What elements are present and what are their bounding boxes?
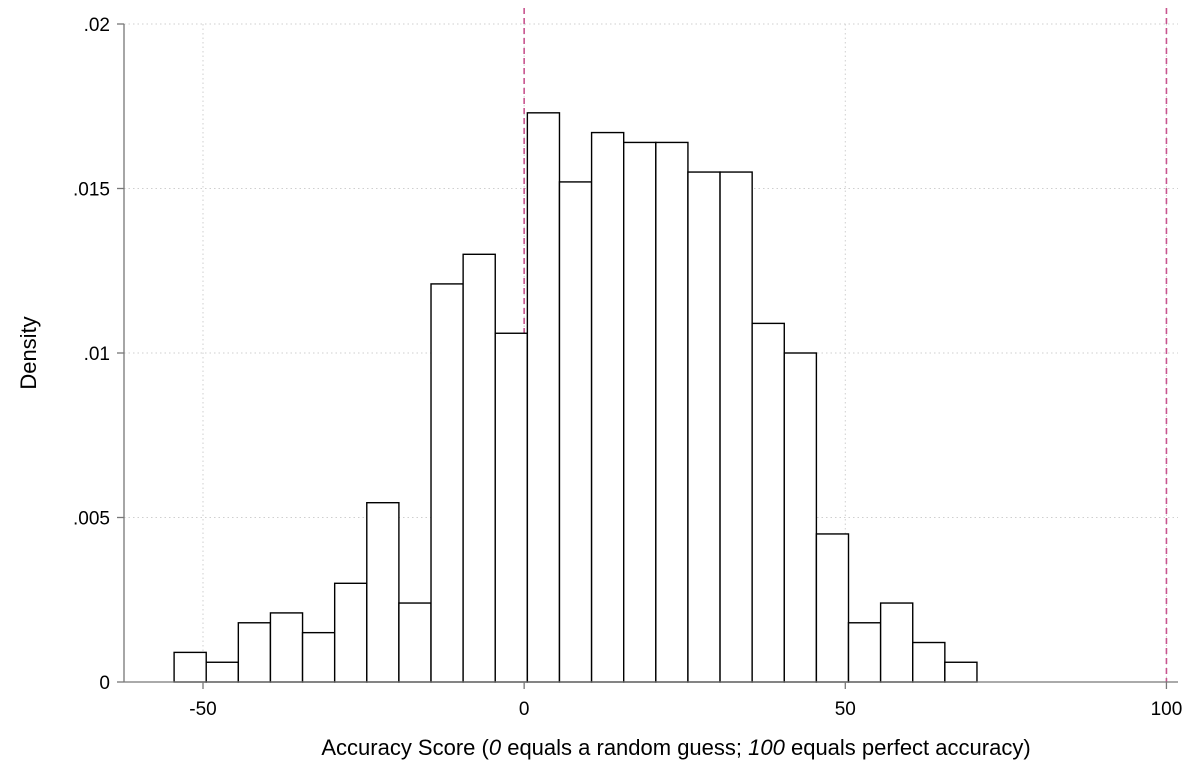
histogram-bar bbox=[269, 612, 304, 683]
histogram-bar bbox=[173, 651, 207, 683]
x-tick-label: 0 bbox=[519, 699, 530, 720]
histogram-bar bbox=[590, 131, 625, 683]
histogram-bar bbox=[879, 602, 914, 683]
y-tick-label: .02 bbox=[84, 15, 110, 36]
histogram-bar bbox=[944, 661, 978, 683]
x-tick-label: 100 bbox=[1151, 699, 1183, 720]
histogram-bar bbox=[237, 622, 272, 683]
histogram-bar bbox=[526, 112, 561, 683]
histogram-bar bbox=[462, 253, 496, 683]
x-axis-title: Accuracy Score (0 equals a random guess;… bbox=[321, 735, 1030, 760]
bars bbox=[173, 112, 978, 683]
x-axis-title-part: 100 bbox=[748, 735, 785, 760]
y-tick-label: .015 bbox=[73, 180, 110, 201]
y-tick-label: .01 bbox=[84, 344, 110, 365]
histogram-bar bbox=[655, 141, 689, 683]
histogram-bar bbox=[751, 322, 785, 683]
histogram-bar bbox=[623, 141, 657, 683]
histogram-bar bbox=[205, 661, 240, 683]
x-axis-title-part: equals a random guess; bbox=[501, 735, 748, 760]
histogram-bar bbox=[333, 582, 368, 683]
axes: 0 .005 .01 .015 .02 -50 0 50 100 bbox=[73, 15, 1182, 720]
y-tick-label: 0 bbox=[99, 673, 110, 694]
histogram-bar bbox=[366, 501, 400, 683]
x-tick-label: -50 bbox=[189, 699, 216, 720]
histogram-bar bbox=[719, 171, 753, 683]
histogram-bar bbox=[301, 631, 336, 683]
x-axis-title-part: Accuracy Score ( bbox=[321, 735, 489, 760]
histogram-bar bbox=[783, 352, 818, 683]
histogram-bar bbox=[912, 641, 946, 683]
histogram-bar bbox=[494, 332, 529, 683]
x-axis-title-part: equals perfect accuracy) bbox=[785, 735, 1031, 760]
histogram-bar bbox=[847, 622, 882, 683]
x-axis-title-part: 0 bbox=[489, 735, 502, 760]
y-axis-title: Density bbox=[16, 316, 41, 389]
histogram-bar bbox=[815, 533, 850, 683]
histogram-bar bbox=[398, 602, 432, 683]
histogram-bar bbox=[430, 283, 464, 683]
y-tick-label: .005 bbox=[73, 509, 110, 530]
x-tick-label: 50 bbox=[835, 699, 856, 720]
histogram-bar bbox=[687, 171, 721, 683]
histogram-bar bbox=[558, 181, 593, 683]
